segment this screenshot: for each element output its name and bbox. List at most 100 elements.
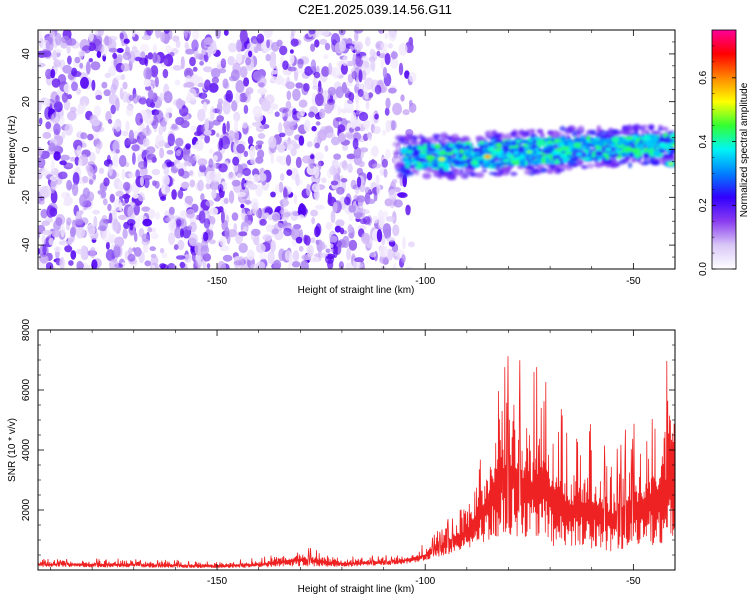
- noise-blob: [79, 96, 90, 107]
- noise-blob: [381, 158, 388, 168]
- noise-blob: [126, 219, 136, 226]
- y-tick-label: 40: [21, 48, 32, 60]
- band-core-blob: [557, 141, 561, 148]
- noise-blob: [388, 87, 397, 94]
- noise-blob: [135, 112, 143, 126]
- noise-blob: [217, 183, 224, 193]
- noise-blob: [311, 125, 317, 132]
- band-core-blob: [484, 161, 492, 168]
- noise-blob: [45, 262, 54, 269]
- noise-blob: [165, 45, 172, 54]
- noise-blob: [141, 206, 151, 212]
- noise-blob: [75, 227, 86, 239]
- noise-blob: [74, 56, 81, 64]
- noise-blob: [61, 92, 68, 103]
- noise-blob: [315, 65, 320, 74]
- noise-blob: [298, 245, 304, 252]
- band-halo-blob: [464, 167, 474, 174]
- band-halo-blob: [523, 169, 533, 175]
- noise-blob: [206, 263, 211, 269]
- noise-blob: [63, 83, 71, 94]
- noise-blob: [42, 230, 53, 235]
- noise-blob: [257, 133, 266, 139]
- noise-blob: [86, 223, 96, 236]
- noise-blob: [123, 181, 131, 191]
- noise-blob: [53, 123, 61, 135]
- band-core-blob: [671, 142, 675, 146]
- noise-blob: [43, 98, 51, 108]
- noise-blob: [105, 241, 110, 250]
- noise-blob: [252, 39, 258, 45]
- noise-blob: [195, 139, 204, 152]
- noise-blob: [337, 106, 342, 115]
- noise-blob: [55, 32, 62, 46]
- noise-blob: [71, 70, 82, 78]
- band-halo-blob: [589, 129, 597, 136]
- noise-blob: [200, 245, 210, 255]
- band-core-blob: [541, 149, 550, 154]
- noise-blob: [238, 242, 248, 254]
- noise-blob: [152, 52, 158, 64]
- noise-blob: [270, 150, 275, 164]
- noise-blob: [329, 235, 338, 243]
- noise-blob: [223, 197, 229, 204]
- noise-blob: [308, 111, 315, 118]
- noise-blob: [128, 247, 133, 256]
- noise-blob: [154, 76, 159, 88]
- band-core-blob: [594, 151, 604, 156]
- y-tick-label: -40: [21, 237, 32, 252]
- band-core-blob: [413, 163, 418, 166]
- noise-blob: [274, 111, 280, 117]
- noise-blob: [102, 229, 112, 243]
- noise-blob: [147, 52, 154, 60]
- noise-blob: [342, 55, 348, 67]
- noise-blob: [228, 171, 234, 178]
- noise-blob: [369, 48, 376, 58]
- noise-blob: [364, 60, 370, 69]
- noise-blob: [118, 214, 128, 221]
- band-core-blob: [648, 148, 655, 151]
- noise-blob: [201, 99, 211, 105]
- band-core-blob: [670, 134, 675, 138]
- band-core-blob: [667, 143, 672, 148]
- band-halo-blob: [643, 160, 650, 165]
- noise-blob: [393, 199, 403, 208]
- noise-blob: [346, 153, 356, 160]
- noise-blob: [89, 247, 96, 259]
- x-tick-label: -100: [415, 276, 435, 287]
- noise-blob: [171, 189, 177, 200]
- band-halo-blob: [650, 130, 661, 134]
- band-halo-blob: [422, 172, 432, 180]
- noise-blob: [385, 119, 391, 133]
- noise-blob: [158, 140, 167, 147]
- band-halo-blob: [481, 169, 488, 173]
- noise-blob: [225, 90, 233, 103]
- noise-blob: [255, 125, 265, 133]
- band-halo-blob: [504, 133, 513, 140]
- noise-blob: [387, 248, 394, 261]
- noise-blob: [158, 125, 164, 136]
- noise-blob: [408, 36, 414, 47]
- noise-blob: [92, 173, 97, 180]
- noise-blob: [113, 198, 123, 212]
- noise-blob: [265, 53, 271, 62]
- noise-blob: [239, 66, 248, 78]
- noise-blob: [338, 133, 346, 143]
- noise-blob: [166, 149, 174, 155]
- snr-x-label: Height of straight line (km): [298, 584, 415, 595]
- noise-blob: [128, 94, 134, 102]
- noise-blob: [311, 183, 320, 193]
- noise-blob: [133, 232, 138, 243]
- noise-blob: [340, 63, 348, 75]
- noise-blob: [132, 93, 139, 104]
- noise-blob: [398, 42, 408, 56]
- noise-blob: [244, 200, 252, 205]
- noise-blob: [250, 157, 255, 165]
- band-halo-blob: [450, 133, 460, 141]
- noise-blob: [199, 134, 205, 140]
- noise-blob: [155, 211, 160, 220]
- band-halo-blob: [642, 157, 650, 161]
- band-core-blob: [495, 148, 501, 152]
- band-core-blob: [541, 158, 545, 164]
- noise-blob: [292, 88, 301, 102]
